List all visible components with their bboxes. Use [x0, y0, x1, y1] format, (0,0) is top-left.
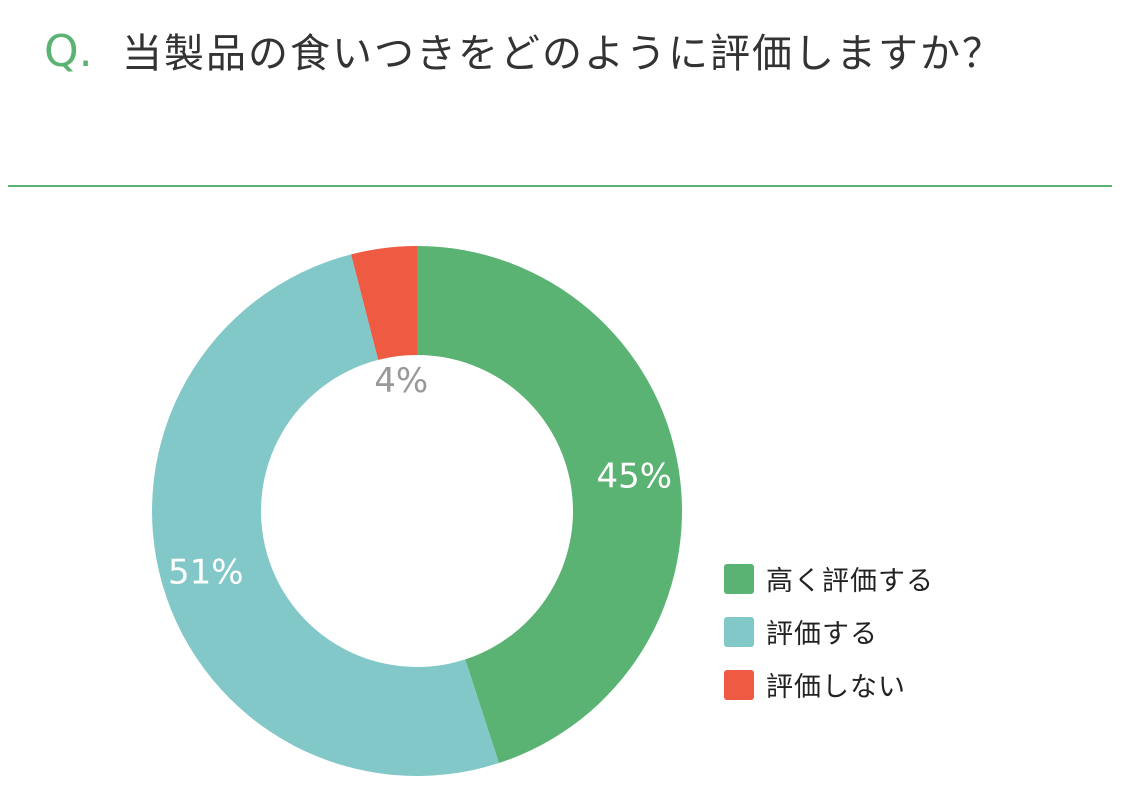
- legend-item-2: 評価する: [724, 605, 934, 658]
- legend-label: 評価しない: [766, 672, 906, 703]
- legend-swatch: [724, 563, 754, 594]
- slice-label-3: 4%: [374, 361, 428, 401]
- legend-item-3: 評価しない: [724, 658, 934, 711]
- legend-swatch: [724, 669, 754, 700]
- slice-label-2: 51%: [168, 552, 244, 592]
- donut-slice-1: [417, 246, 682, 764]
- question-text: 当製品の食いつきをどのように評価しますか？: [122, 31, 1004, 77]
- donut-labels: 45% 51% 4%: [168, 361, 672, 592]
- legend-label: 評価する: [766, 619, 878, 650]
- legend-item-1: 高く評価する: [724, 552, 934, 605]
- donut-slices: [152, 246, 682, 776]
- legend-swatch: [724, 616, 754, 647]
- question-heading: Q. 当製品の食いつきをどのように評価しますか？: [44, 22, 1104, 86]
- legend-label: 高く評価する: [766, 566, 934, 597]
- chart-legend: 高く評価する 評価する評価しない: [724, 552, 934, 711]
- slice-label-1: 45%: [597, 457, 673, 497]
- donut-slice-2: [152, 254, 499, 776]
- donut-slice-3: [351, 246, 417, 360]
- divider: [8, 185, 1112, 187]
- question-mark: Q.: [44, 26, 93, 77]
